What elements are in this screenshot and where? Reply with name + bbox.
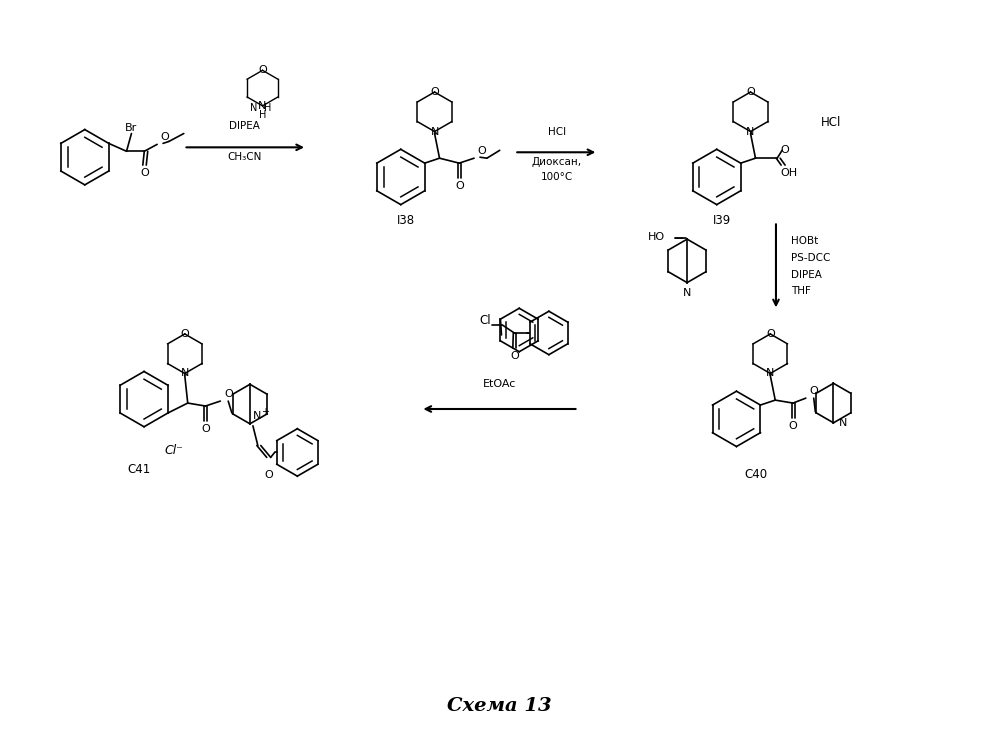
Text: I38: I38	[397, 214, 415, 228]
Text: N: N	[259, 101, 267, 111]
Text: N: N	[431, 126, 439, 137]
Text: H: H	[259, 110, 266, 120]
Text: HCl: HCl	[820, 116, 841, 129]
Text: OH: OH	[780, 168, 797, 178]
Text: O: O	[780, 146, 789, 155]
Text: O: O	[788, 420, 797, 431]
Text: CH₃CN: CH₃CN	[228, 152, 262, 163]
Text: O: O	[258, 65, 267, 75]
Text: DIPEA: DIPEA	[230, 120, 260, 131]
Text: O: O	[201, 423, 210, 434]
Text: O: O	[140, 168, 149, 178]
Text: HO: HO	[648, 232, 665, 242]
Text: C40: C40	[744, 469, 768, 481]
Text: Br: Br	[125, 123, 138, 132]
Text: C41: C41	[128, 463, 151, 477]
Text: N: N	[683, 287, 691, 298]
Text: N: N	[838, 418, 847, 428]
Text: Cl⁻: Cl⁻	[164, 443, 183, 457]
Text: O: O	[766, 329, 774, 339]
Text: O: O	[455, 181, 464, 191]
Text: +: +	[261, 407, 269, 417]
Text: O: O	[478, 146, 486, 156]
Text: HCl: HCl	[547, 127, 565, 137]
Text: I39: I39	[712, 214, 731, 228]
Text: HOBt: HOBt	[791, 236, 818, 246]
Text: 100°C: 100°C	[540, 172, 572, 182]
Text: THF: THF	[791, 287, 810, 296]
Text: H: H	[264, 103, 271, 113]
Text: N: N	[250, 103, 258, 113]
Text: O: O	[510, 351, 519, 361]
Text: N: N	[181, 369, 189, 378]
Text: PS-DCC: PS-DCC	[791, 253, 830, 263]
Text: N: N	[766, 369, 774, 378]
Text: N: N	[253, 411, 262, 420]
Text: O: O	[181, 329, 189, 339]
Text: O: O	[431, 87, 439, 97]
Text: O: O	[265, 470, 273, 480]
Text: O: O	[224, 389, 233, 399]
Text: Cl: Cl	[479, 313, 491, 327]
Text: O: O	[160, 132, 169, 143]
Text: Схема 13: Схема 13	[448, 697, 551, 715]
Text: DIPEA: DIPEA	[791, 270, 821, 279]
Text: Диоксан,: Диоксан,	[531, 157, 581, 167]
Text: EtOAc: EtOAc	[483, 379, 516, 389]
Text: O: O	[746, 87, 755, 97]
Text: O: O	[810, 386, 818, 396]
Text: N: N	[746, 126, 754, 137]
